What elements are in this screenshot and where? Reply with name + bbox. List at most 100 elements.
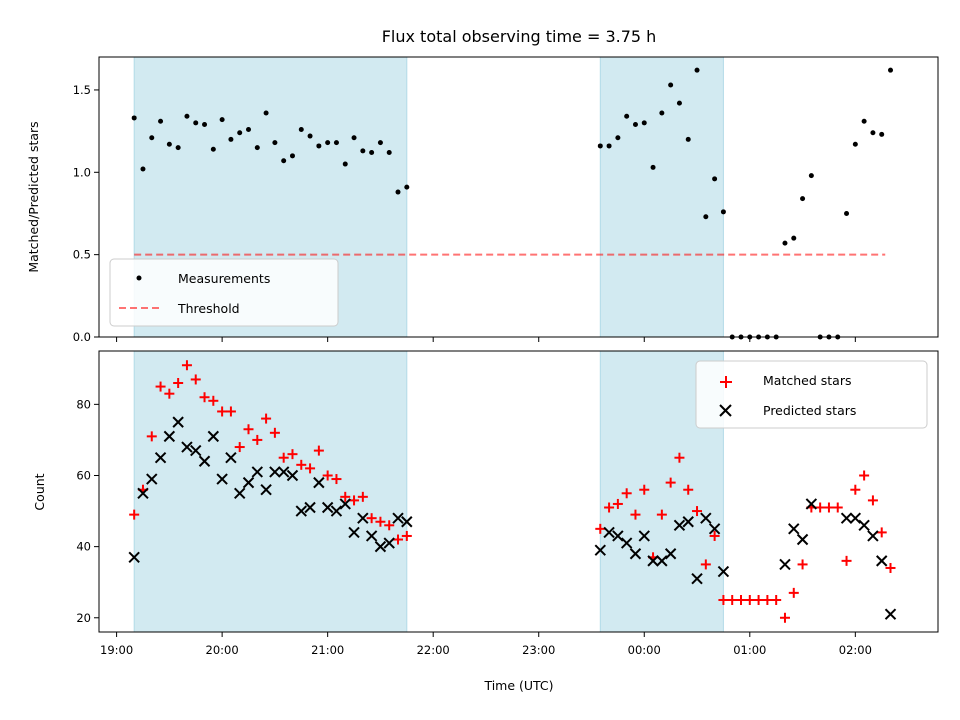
matched-point [269, 427, 280, 438]
matched-point [331, 474, 342, 485]
matched-point [146, 431, 157, 442]
legend-predicted-label: Predicted stars [763, 403, 856, 418]
matched-point [753, 594, 764, 605]
top-panel: 0.0 0.5 1.0 1.5 Matched/Predicted stars Mea… [26, 56, 939, 344]
predicted-point [163, 430, 176, 443]
bottom-legend: Matched stars Predicted stars [695, 360, 928, 429]
predicted-point [840, 512, 853, 524]
matched-point [727, 594, 738, 605]
measurement-point [158, 118, 164, 124]
measurement-point [131, 115, 137, 121]
measurement-point [597, 143, 603, 149]
measurement-point [202, 122, 208, 128]
matched-point [208, 395, 219, 406]
matched-point [656, 509, 667, 520]
predicted-point [365, 530, 378, 542]
matched-point [305, 463, 316, 474]
predicted-point [137, 487, 149, 499]
bottom-legend-box [695, 360, 928, 429]
measurement-point [632, 122, 638, 128]
predicted-point [277, 466, 290, 478]
measurement-point [263, 110, 269, 116]
matched-point [859, 470, 870, 481]
matched-point [349, 495, 360, 506]
measurement-point [272, 140, 278, 146]
predicted-point [207, 430, 220, 443]
measurement-point [720, 209, 726, 215]
matched-point [173, 378, 184, 389]
measurement-point [668, 82, 674, 88]
predicted-point [805, 498, 818, 510]
matched-point [322, 470, 333, 481]
measurement-point [281, 158, 287, 164]
y-tick-label: 1.0 [73, 165, 91, 179]
matched-point [129, 509, 140, 520]
matched-point [832, 502, 843, 513]
matched-point [243, 424, 254, 435]
shaded-interval [133, 350, 408, 633]
predicted-point [708, 523, 721, 535]
measurement-point [395, 189, 401, 195]
predicted-point [612, 530, 624, 542]
predicted-point [638, 530, 650, 542]
measurement-point [844, 210, 850, 216]
predicted-point [181, 441, 193, 453]
measurement-point [140, 166, 146, 172]
x-tick-label: 20:00 [206, 643, 239, 657]
y-tick-label: 0.5 [73, 248, 91, 262]
matched-point [357, 491, 368, 502]
predicted-point [700, 512, 712, 524]
matched-point [771, 594, 782, 605]
matched-point [181, 360, 192, 371]
matched-point [261, 413, 272, 424]
measurement-point [606, 143, 612, 149]
measurement-point [298, 126, 304, 132]
y-tick-label: 40 [76, 540, 91, 554]
measurement-point [166, 141, 172, 147]
predicted-point [620, 537, 633, 549]
measurement-point [342, 161, 348, 167]
measurement-point [641, 120, 647, 126]
measurement-point [289, 153, 295, 159]
predicted-point [295, 505, 307, 517]
matched-point [876, 527, 887, 538]
x-tick-label: 00:00 [628, 643, 661, 657]
y-tick-label: 1.5 [73, 83, 91, 97]
predicted-point [876, 555, 888, 567]
measurement-point [377, 140, 383, 146]
predicted-point [304, 501, 316, 514]
predicted-point [269, 466, 281, 478]
top-ylabel: Matched/Predicted stars [26, 121, 41, 272]
measurement-point [184, 113, 190, 119]
matched-point [278, 452, 289, 463]
matched-point [779, 612, 790, 623]
predicted-point [321, 501, 334, 514]
measurement-point [193, 120, 199, 126]
matched-point [885, 562, 896, 573]
matched-point [867, 495, 878, 506]
matched-point [595, 523, 606, 534]
y-tick-label: 60 [76, 468, 91, 482]
matched-point [815, 502, 826, 513]
predicted-point [172, 416, 184, 428]
y-tick-label: 0.0 [73, 330, 91, 344]
predicted-point [216, 473, 228, 485]
measurement-point [852, 141, 858, 147]
matched-point [340, 491, 351, 502]
matched-point [841, 555, 852, 566]
measurement-point [791, 235, 797, 241]
matched-point [375, 516, 386, 527]
measurement-point [685, 136, 691, 142]
measurement-point [624, 113, 630, 119]
predicted-point [260, 484, 272, 496]
measurement-point [351, 135, 357, 141]
legend-measurements-label: Measurements [178, 271, 270, 286]
predicted-point [603, 526, 615, 539]
matched-point [190, 374, 201, 385]
measurement-point [386, 150, 392, 156]
measurement-point [676, 100, 682, 106]
matched-point [718, 594, 729, 605]
predicted-point [146, 473, 158, 485]
predicted-point [884, 608, 897, 620]
measurement-point [175, 145, 181, 151]
